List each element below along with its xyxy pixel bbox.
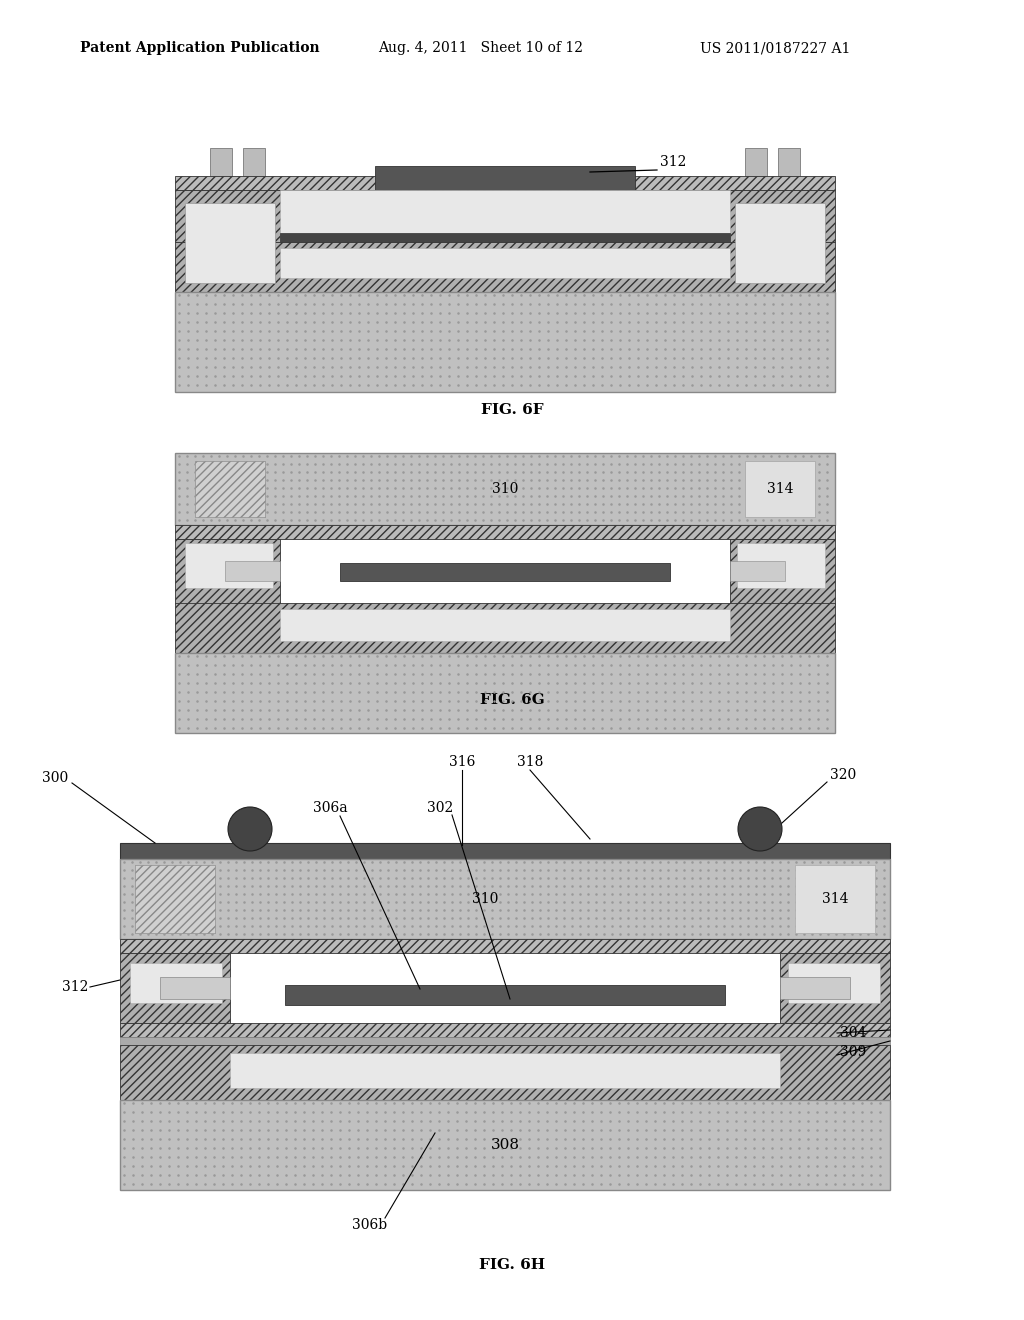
Text: Patent Application Publication: Patent Application Publication — [80, 41, 319, 55]
Text: 308: 308 — [490, 1138, 519, 1152]
Bar — [185, 543, 273, 587]
Bar — [175, 190, 835, 242]
Bar — [120, 843, 890, 859]
Bar — [175, 525, 835, 539]
Bar — [340, 564, 670, 581]
Bar — [135, 865, 215, 933]
Bar — [730, 539, 835, 605]
Bar — [730, 561, 785, 581]
Bar — [230, 1053, 780, 1088]
Text: 306a: 306a — [312, 801, 347, 814]
Bar — [120, 859, 890, 939]
Bar — [175, 242, 835, 292]
Bar — [120, 1045, 890, 1100]
Bar — [175, 292, 835, 392]
Bar — [745, 461, 815, 517]
Bar — [175, 176, 835, 190]
Text: 318: 318 — [517, 755, 543, 770]
Bar — [280, 234, 730, 243]
Text: FIG. 6H: FIG. 6H — [479, 1258, 545, 1272]
Bar — [195, 461, 265, 517]
Text: FIG. 6G: FIG. 6G — [479, 693, 545, 708]
Bar — [175, 539, 280, 605]
Text: US 2011/0187227 A1: US 2011/0187227 A1 — [700, 41, 850, 55]
Bar — [160, 977, 230, 999]
Bar — [778, 148, 800, 176]
Bar — [120, 1100, 890, 1191]
Bar — [120, 1038, 890, 1045]
Text: FIG. 6F: FIG. 6F — [480, 403, 544, 417]
Text: 312: 312 — [660, 154, 686, 169]
Text: 316: 316 — [449, 755, 475, 770]
Text: 304: 304 — [840, 1026, 866, 1040]
Bar — [745, 148, 767, 176]
Bar — [285, 985, 725, 1005]
Bar — [120, 1023, 890, 1038]
Bar — [175, 453, 835, 525]
Text: 312: 312 — [61, 979, 88, 994]
Text: 314: 314 — [767, 482, 794, 496]
Text: 300: 300 — [42, 771, 68, 785]
Text: 314: 314 — [821, 892, 848, 906]
Bar — [135, 865, 215, 933]
Text: 320: 320 — [830, 768, 856, 781]
Bar — [175, 653, 835, 733]
Bar — [280, 248, 730, 279]
Bar — [780, 953, 890, 1023]
Circle shape — [228, 807, 272, 851]
Bar — [130, 964, 222, 1003]
Text: 310: 310 — [492, 482, 518, 496]
Bar — [375, 166, 635, 190]
Bar — [243, 148, 265, 176]
Bar — [185, 203, 275, 282]
Text: 306b: 306b — [352, 1218, 387, 1232]
Text: Aug. 4, 2011   Sheet 10 of 12: Aug. 4, 2011 Sheet 10 of 12 — [378, 41, 583, 55]
Bar — [780, 977, 850, 999]
Circle shape — [738, 807, 782, 851]
Bar — [225, 561, 280, 581]
Bar — [788, 964, 880, 1003]
Bar — [795, 865, 874, 933]
Text: 309: 309 — [840, 1045, 866, 1059]
Bar — [175, 603, 835, 653]
Bar — [280, 190, 730, 242]
Bar — [210, 148, 232, 176]
Bar — [120, 939, 890, 953]
Text: 314: 314 — [162, 892, 188, 906]
Bar — [195, 461, 265, 517]
Bar — [737, 543, 825, 587]
Bar — [280, 609, 730, 642]
Text: 302: 302 — [427, 801, 454, 814]
Bar — [735, 203, 825, 282]
Text: 314: 314 — [217, 482, 244, 496]
Text: 310: 310 — [472, 892, 499, 906]
Bar — [120, 953, 230, 1023]
